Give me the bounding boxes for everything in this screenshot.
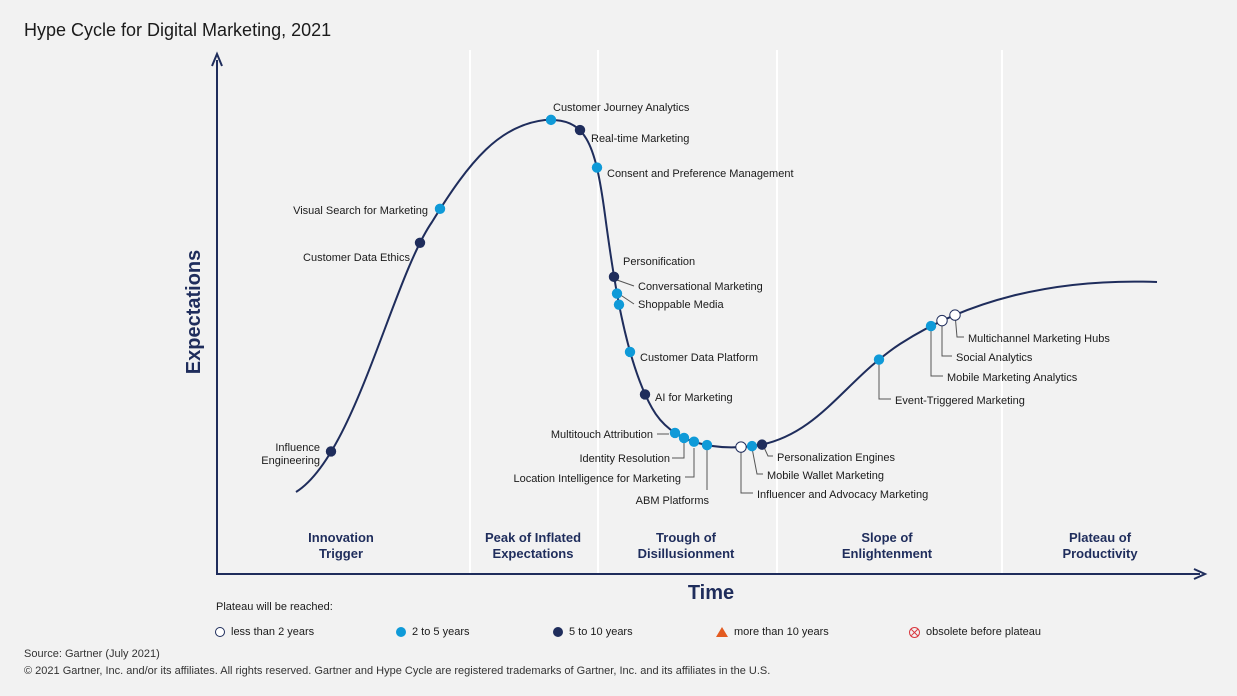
leader-conversational-marketing: [616, 279, 635, 287]
point-mobile-wallet-marketing: [746, 440, 758, 452]
leader-event-triggered-marketing: [878, 362, 891, 400]
label-personalization-engines: Personalization Engines: [777, 452, 896, 464]
label-social-analytics: Social Analytics: [956, 352, 1033, 364]
point-identity-resolution: [678, 432, 690, 444]
point-personification: [608, 271, 620, 283]
technology-points: [325, 114, 961, 457]
label-multitouch-attribution: Multitouch Attribution: [551, 429, 653, 441]
point-customer-data-ethics: [414, 237, 426, 248]
leader-mobile-marketing-analytics: [930, 327, 943, 377]
point-multichannel-marketing-hubs: [949, 309, 961, 321]
hollow-circle-icon: [215, 627, 225, 637]
x-axis-title: Time: [688, 582, 734, 600]
point-shoppable-media: [613, 299, 625, 310]
point-social-analytics: [936, 314, 948, 327]
legend-item-obsolete: obsolete before plateau: [909, 626, 1041, 638]
source-note: Source: Gartner (July 2021): [24, 648, 160, 660]
label-personification: Personification: [623, 256, 695, 268]
phase-label-innovation-trigger: Innovation Trigger: [308, 530, 374, 561]
legend-item-less-than-2-years: less than 2 years: [215, 626, 314, 638]
point-ai-for-marketing: [639, 389, 651, 400]
x-axis-arrow-icon: [1193, 568, 1208, 580]
point-customer-data-platform: [624, 346, 636, 358]
phase-dividers: [469, 50, 1003, 573]
label-leader-lines: [616, 279, 964, 494]
phase-label-plateau-of-productivity: Plateau of Productivity: [1062, 530, 1138, 561]
label-mobile-wallet-marketing: Mobile Wallet Marketing: [767, 470, 884, 482]
point-consent-and-preference-management: [591, 162, 603, 173]
hype-cycle-chart: Influence Engineering Customer Data Ethics…: [183, 50, 1208, 600]
phase-label-trough-of-disillusionment: Trough of Disillusionment: [638, 530, 735, 561]
label-shoppable-media: Shoppable Media: [638, 299, 725, 311]
label-influencer-and-advocacy-marketing: Influencer and Advocacy Marketing: [757, 489, 928, 501]
label-conversational-marketing: Conversational Marketing: [638, 281, 763, 293]
label-influence-engineering: Influence Engineering: [261, 442, 320, 467]
hype-curve: [295, 118, 1158, 493]
legend-title: Plateau will be reached:: [216, 601, 333, 613]
leader-mobile-wallet-marketing: [751, 447, 763, 475]
hype-curve-line: [295, 118, 1158, 493]
technology-labels: Influence Engineering Customer Data Ethics…: [261, 102, 1110, 507]
point-event-triggered-marketing: [873, 354, 885, 365]
leader-multichannel-marketing-hubs: [954, 313, 964, 338]
label-consent-and-preference-management: Consent and Preference Management: [607, 168, 794, 180]
point-customer-journey-analytics: [545, 114, 557, 126]
light-blue-dot-icon: [396, 627, 406, 637]
label-multichannel-marketing-hubs: Multichannel Marketing Hubs: [968, 333, 1110, 345]
label-abm-platforms: ABM Platforms: [636, 495, 710, 507]
label-customer-data-platform: Customer Data Platform: [640, 352, 758, 364]
copyright-note: © 2021 Gartner, Inc. and/or its affiliat…: [24, 665, 771, 677]
point-influencer-and-advocacy-marketing: [735, 441, 747, 453]
leader-identity-resolution: [672, 441, 685, 459]
label-location-intelligence-for-marketing: Location Intelligence for Marketing: [513, 473, 681, 485]
point-multitouch-attribution: [669, 427, 681, 439]
legend-item-more-than-10-years: more than 10 years: [716, 626, 829, 638]
point-abm-platforms: [701, 439, 713, 451]
y-axis-title: Expectations: [183, 250, 205, 374]
legend-label: less than 2 years: [231, 626, 315, 638]
point-mobile-marketing-analytics: [925, 320, 937, 332]
legend-item-5-to-10-years: 5 to 10 years: [553, 626, 633, 638]
y-axis-arrow-icon: [211, 51, 223, 67]
label-customer-journey-analytics: Customer Journey Analytics: [553, 102, 690, 114]
point-real-time-marketing: [574, 124, 586, 136]
orange-triangle-icon: [716, 627, 728, 637]
dark-blue-dot-icon: [553, 627, 563, 637]
label-real-time-marketing: Real-time Marketing: [591, 133, 689, 145]
phase-label-peak-of-inflated-expectations: Peak of Inflated Expectations: [485, 530, 581, 561]
point-visual-search-for-marketing: [434, 203, 446, 215]
leader-social-analytics: [941, 321, 952, 357]
point-conversational-marketing: [611, 288, 623, 299]
leader-influencer-and-advocacy-marketing: [740, 452, 753, 494]
legend-label: 5 to 10 years: [569, 626, 633, 638]
crossed-circle-icon: [909, 626, 920, 638]
leader-location-intelligence-for-marketing: [685, 448, 695, 478]
legend-label: more than 10 years: [734, 626, 829, 638]
axes: [211, 51, 1208, 580]
label-visual-search-for-marketing: Visual Search for Marketing: [293, 205, 428, 217]
chart-title: Hype Cycle for Digital Marketing, 2021: [24, 20, 332, 40]
label-identity-resolution: Identity Resolution: [580, 453, 671, 465]
point-influence-engineering: [325, 446, 337, 457]
label-event-triggered-marketing: Event-Triggered Marketing: [895, 395, 1025, 407]
legend-label: obsolete before plateau: [926, 626, 1041, 638]
phase-label-slope-of-enlightenment: Slope of Enlightenment: [842, 530, 933, 561]
label-ai-for-marketing: AI for Marketing: [655, 392, 733, 404]
legend-label: 2 to 5 years: [412, 626, 470, 638]
point-personalization-engines: [756, 439, 768, 450]
phase-labels: Innovation Trigger Peak of Inflated Expecta…: [308, 530, 1138, 561]
label-customer-data-ethics: Customer Data Ethics: [303, 252, 410, 264]
point-location-intelligence-for-marketing: [688, 436, 700, 447]
legend-item-2-to-5-years: 2 to 5 years: [396, 626, 469, 638]
label-mobile-marketing-analytics: Mobile Marketing Analytics: [947, 372, 1078, 384]
